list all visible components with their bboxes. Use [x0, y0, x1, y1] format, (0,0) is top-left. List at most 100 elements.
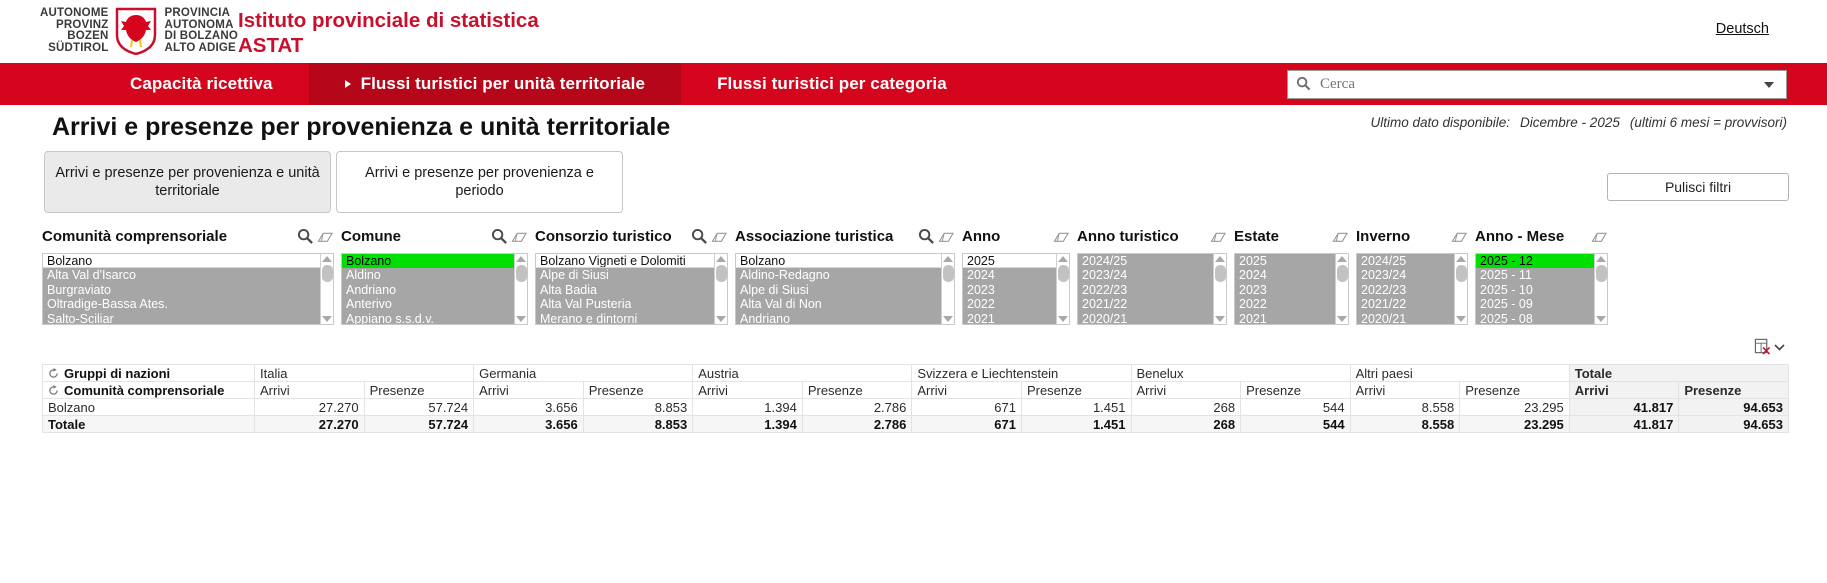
filter-list-item[interactable]: 2021	[967, 311, 995, 325]
filter-scrollbar[interactable]	[1335, 254, 1348, 324]
filter-list-item[interactable]: Alpe di Siusi	[740, 282, 809, 297]
scroll-down-arrow-icon[interactable]	[1215, 316, 1225, 322]
filter-list-item[interactable]: 2024/25	[1082, 254, 1128, 268]
filter-list-item[interactable]: Anterivo	[346, 297, 392, 312]
nav-item-capacita-ricettiva[interactable]: Capacità ricettiva	[0, 63, 309, 105]
filter-search-icon[interactable]	[918, 228, 935, 245]
filter-listbox[interactable]: Bolzano Aldino Andriano Anterivo Appiano s.s…	[341, 253, 528, 325]
filter-list-item[interactable]: Aldino-Redagno	[740, 268, 830, 283]
scroll-up-arrow-icon[interactable]	[516, 256, 526, 262]
tab-arrivi-presenze-periodo[interactable]: Arrivi e presenze per provenienza e peri…	[336, 151, 623, 213]
tab-arrivi-presenze-unita-territoriale[interactable]: Arrivi e presenze per provenienza e unit…	[44, 151, 331, 213]
filter-list-item[interactable]: Andriano	[740, 311, 791, 325]
filter-scrollbar[interactable]	[1056, 254, 1069, 324]
filter-scrollbar[interactable]	[714, 254, 727, 324]
filter-eraser-icon[interactable]	[1210, 230, 1227, 245]
filter-list-item[interactable]: Aldino	[346, 268, 381, 283]
filter-list-item[interactable]: 2025	[963, 254, 1056, 269]
filter-eraser-icon[interactable]	[511, 230, 528, 245]
scroll-up-arrow-icon[interactable]	[943, 256, 953, 262]
filter-listbox[interactable]: 2025 2024 2023 2022 2021	[1234, 253, 1349, 325]
filter-search-icon[interactable]	[491, 228, 508, 245]
scroll-down-arrow-icon[interactable]	[1058, 316, 1068, 322]
scrollbar-thumb[interactable]	[1214, 265, 1226, 282]
scroll-down-arrow-icon[interactable]	[1337, 316, 1347, 322]
scroll-up-arrow-icon[interactable]	[1456, 256, 1466, 262]
filter-list-item[interactable]: 2022/23	[1361, 282, 1407, 297]
filter-list-item[interactable]: 2023	[967, 282, 995, 297]
filter-list-item[interactable]: 2024	[967, 268, 995, 283]
language-switch-link[interactable]: Deutsch	[1715, 21, 1769, 37]
scrollbar-thumb[interactable]	[942, 265, 954, 282]
scroll-up-arrow-icon[interactable]	[322, 256, 332, 262]
filter-listbox[interactable]: Bolzano Vigneti e Dolomiti Alpe di Siusi A…	[535, 253, 728, 325]
filter-list-item[interactable]: 2023/24	[1361, 268, 1407, 283]
filter-eraser-icon[interactable]	[938, 230, 955, 245]
scroll-up-arrow-icon[interactable]	[1337, 256, 1347, 262]
filter-eraser-icon[interactable]	[1053, 230, 1070, 245]
filter-listbox[interactable]: 2025 2024 2023 2022 2021	[962, 253, 1070, 325]
filter-list-item[interactable]: Appiano s.s.d.v.	[346, 311, 435, 325]
filter-list-item[interactable]: Bolzano	[736, 254, 941, 269]
filter-list-item[interactable]: Burgraviato	[47, 282, 111, 297]
clear-filters-button[interactable]: Pulisci filtri	[1607, 173, 1789, 201]
scrollbar-thumb[interactable]	[1455, 265, 1467, 282]
filter-scrollbar[interactable]	[1213, 254, 1226, 324]
nav-item-flussi-categoria[interactable]: Flussi turistici per categoria	[681, 63, 983, 105]
filter-search-icon[interactable]	[691, 228, 708, 245]
filter-list-item[interactable]: 2020/21	[1361, 311, 1407, 325]
scrollbar-thumb[interactable]	[321, 265, 333, 282]
scroll-down-arrow-icon[interactable]	[943, 316, 953, 322]
filter-list-item[interactable]: 2020/21	[1082, 311, 1128, 325]
filter-eraser-icon[interactable]	[1332, 230, 1349, 245]
scroll-up-arrow-icon[interactable]	[1215, 256, 1225, 262]
filter-scrollbar[interactable]	[941, 254, 954, 324]
filter-list-item[interactable]: 2025 - 10	[1480, 282, 1533, 297]
filter-list-item[interactable]: 2021/22	[1361, 297, 1407, 312]
filter-list-item[interactable]: 2025 - 09	[1480, 297, 1533, 312]
filter-list-item[interactable]: 2024/25	[1361, 254, 1407, 268]
filter-list-item[interactable]: Salto-Sciliar	[47, 311, 114, 325]
scrollbar-thumb[interactable]	[515, 265, 527, 282]
filter-list-item[interactable]: Alta Badia	[540, 282, 597, 297]
filter-scrollbar[interactable]	[514, 254, 527, 324]
filter-list-item[interactable]: 2022	[967, 297, 995, 312]
scrollbar-thumb[interactable]	[1057, 265, 1069, 282]
filter-list-item[interactable]: Bolzano	[43, 254, 320, 269]
filter-eraser-icon[interactable]	[1591, 230, 1608, 245]
filter-list-item[interactable]: 2025 - 11	[1480, 268, 1532, 283]
scroll-down-arrow-icon[interactable]	[322, 316, 332, 322]
filter-search-icon[interactable]	[297, 228, 314, 245]
filter-list-item[interactable]: 2023/24	[1082, 268, 1128, 283]
scroll-down-arrow-icon[interactable]	[716, 316, 726, 322]
filter-eraser-icon[interactable]	[711, 230, 728, 245]
scroll-up-arrow-icon[interactable]	[1058, 256, 1068, 262]
filter-list-item[interactable]: 2021/22	[1082, 297, 1128, 312]
filter-list-item[interactable]: 2025 - 08	[1480, 311, 1533, 325]
filter-eraser-icon[interactable]	[1451, 230, 1468, 245]
filter-list-item[interactable]: Alta Val Pusteria	[540, 297, 632, 312]
scrollbar-thumb[interactable]	[1336, 265, 1348, 282]
filter-list-item[interactable]: Alta Val d'Isarco	[47, 268, 137, 283]
filter-list-item[interactable]: 2024	[1239, 268, 1267, 283]
filter-listbox[interactable]: Bolzano Aldino-Redagno Alpe di Siusi Alta V…	[735, 253, 955, 325]
filter-list-item[interactable]: 2023	[1239, 282, 1267, 297]
cycle-icon[interactable]	[48, 384, 59, 396]
filter-list-item[interactable]: Oltradige-Bassa Ates.	[47, 297, 168, 312]
filter-list-item[interactable]: 2025 - 12	[1476, 254, 1594, 269]
row-dimension-header[interactable]: Gruppi di nazioni	[42, 364, 255, 382]
scroll-up-arrow-icon[interactable]	[1596, 256, 1606, 262]
scroll-down-arrow-icon[interactable]	[1596, 316, 1606, 322]
filter-list-item[interactable]: 2021	[1239, 311, 1267, 325]
filter-scrollbar[interactable]	[320, 254, 333, 324]
filter-listbox[interactable]: 2025 - 12 2025 - 11 2025 - 10 2025 - 09 2025…	[1475, 253, 1608, 325]
column-dimension-header[interactable]: Comunità comprensoriale	[42, 381, 255, 399]
filter-list-item[interactable]: Bolzano	[342, 254, 514, 269]
filter-scrollbar[interactable]	[1594, 254, 1607, 324]
filter-listbox[interactable]: Bolzano Alta Val d'Isarco Burgraviato Oltra…	[42, 253, 334, 325]
filter-list-item[interactable]: Alpe di Siusi	[540, 268, 609, 283]
filter-listbox[interactable]: 2024/25 2023/24 2022/23 2021/22 2020/21	[1356, 253, 1468, 325]
cycle-icon[interactable]	[48, 367, 59, 379]
filter-list-item[interactable]: Alta Val di Non	[740, 297, 822, 312]
scroll-down-arrow-icon[interactable]	[1456, 316, 1466, 322]
